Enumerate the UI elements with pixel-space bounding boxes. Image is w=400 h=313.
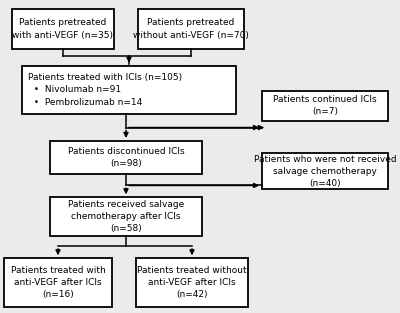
Text: Patients continued ICIs
(n=7): Patients continued ICIs (n=7) [273, 95, 377, 116]
Text: Patients treated with
anti-VEGF after ICIs
(n=16): Patients treated with anti-VEGF after IC… [11, 266, 105, 299]
Text: Patients pretreated
with anti-VEGF (n=35): Patients pretreated with anti-VEGF (n=35… [12, 18, 114, 39]
FancyBboxPatch shape [262, 91, 388, 121]
Text: Patients treated with ICIs (n=105)
  •  Nivolumab n=91
  •  Pembrolizumab n=14: Patients treated with ICIs (n=105) • Niv… [28, 73, 182, 107]
Text: Patients treated without
anti-VEGF after ICIs
(n=42): Patients treated without anti-VEGF after… [137, 266, 247, 299]
Text: Patients discontinued ICIs
(n=98): Patients discontinued ICIs (n=98) [68, 147, 184, 168]
FancyBboxPatch shape [50, 197, 202, 236]
Text: Patients pretreated
without anti-VEGF (n=70): Patients pretreated without anti-VEGF (n… [133, 18, 249, 39]
Text: Patients received salvage
chemotherapy after ICIs
(n=58): Patients received salvage chemotherapy a… [68, 200, 184, 233]
FancyBboxPatch shape [262, 153, 388, 189]
FancyBboxPatch shape [136, 258, 248, 307]
FancyBboxPatch shape [138, 9, 244, 49]
FancyBboxPatch shape [12, 9, 114, 49]
Text: Patients who were not received
salvage chemotherapy
(n=40): Patients who were not received salvage c… [254, 155, 396, 188]
FancyBboxPatch shape [4, 258, 112, 307]
FancyBboxPatch shape [50, 141, 202, 174]
FancyBboxPatch shape [22, 66, 236, 114]
